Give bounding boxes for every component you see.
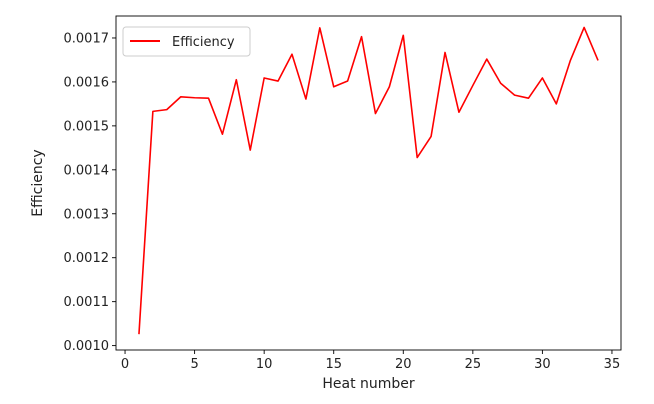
- legend-box: [122, 26, 251, 57]
- y-tick-label: 0.0010: [64, 339, 110, 354]
- x-tick-label: 35: [604, 357, 621, 372]
- x-tick-label: 20: [395, 357, 412, 372]
- y-tick-label: 0.0015: [64, 119, 110, 134]
- x-tick-label: 0: [121, 357, 129, 372]
- y-tick-label: 0.0013: [64, 207, 110, 222]
- x-tick-label: 30: [534, 357, 551, 372]
- x-tick-label: 5: [190, 357, 198, 372]
- x-tick-label: 15: [325, 357, 342, 372]
- y-tick-label: 0.0011: [64, 295, 110, 310]
- y-axis-ticks: 0.0010 0.0011 0.0012 0.0013 0.0014 0.0015 0.00…: [64, 31, 116, 354]
- plot-marks: [138, 26, 599, 335]
- x-axis-label: Heat number: [322, 376, 415, 392]
- legend-label-efficiency: Efficiency: [172, 35, 235, 50]
- x-tick-label: 10: [256, 357, 273, 372]
- x-tick-label: 25: [465, 357, 482, 372]
- y-axis-label: Efficiency: [30, 149, 46, 216]
- plot-frame: [115, 15, 622, 351]
- series-line-efficiency: [138, 26, 599, 335]
- y-tick-label: 0.0016: [64, 75, 110, 90]
- legend: Efficiency: [122, 26, 251, 57]
- y-tick-label: 0.0014: [64, 163, 110, 178]
- x-axis-ticks: 0 5 10 15 20 25 30 35: [121, 350, 620, 372]
- y-tick-label: 0.0017: [64, 31, 110, 46]
- y-tick-label: 0.0012: [64, 251, 110, 266]
